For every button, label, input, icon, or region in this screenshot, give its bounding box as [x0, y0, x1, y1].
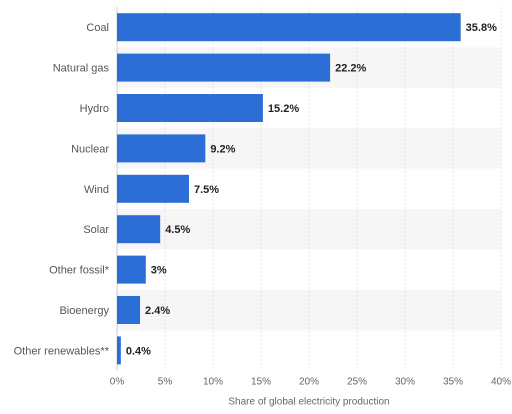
value-label: 15.2%: [268, 103, 299, 115]
x-tick-labels: 0% 5% 10% 15% 20% 25% 30% 35% 40%: [110, 377, 511, 388]
x-tick-label: 15%: [251, 377, 271, 388]
value-label: 4.5%: [165, 224, 190, 236]
value-label: 22.2%: [335, 63, 366, 75]
category-label: Solar: [83, 224, 109, 236]
bar[interactable]: [117, 13, 461, 42]
bar[interactable]: [117, 174, 189, 203]
x-tick-label: 5%: [158, 377, 173, 388]
bar[interactable]: [117, 255, 146, 284]
category-label: Other fossil*: [49, 265, 110, 277]
value-label: 7.5%: [194, 184, 219, 196]
x-tick-label: 25%: [347, 377, 367, 388]
x-tick-label: 30%: [395, 377, 415, 388]
value-label: 2.4%: [145, 305, 170, 317]
value-label: 9.2%: [210, 143, 235, 155]
category-label: Hydro: [80, 103, 109, 115]
bar[interactable]: [117, 134, 206, 163]
bar[interactable]: [117, 94, 263, 122]
bars: [117, 13, 461, 365]
bar[interactable]: [117, 53, 331, 82]
x-tick-label: 40%: [491, 377, 511, 388]
category-labels: Coal Natural gas Hydro Nuclear Wind Solar Othe…: [14, 22, 110, 357]
category-label: Coal: [86, 22, 109, 34]
category-label: Nuclear: [71, 143, 109, 155]
value-label: 3%: [151, 265, 167, 277]
bar[interactable]: [117, 336, 121, 365]
x-tick-label: 35%: [443, 377, 463, 388]
bar[interactable]: [117, 215, 161, 244]
category-label: Natural gas: [53, 63, 110, 75]
category-label: Wind: [84, 184, 109, 196]
category-label: Other renewables**: [14, 345, 110, 357]
x-axis-title: Share of global electricity production: [228, 397, 389, 408]
value-label: 0.4%: [126, 345, 151, 357]
value-labels: 35.8% 22.2% 15.2% 9.2% 7.5% 4.5% 3% 2.4% 0.4%: [126, 22, 497, 357]
bar[interactable]: [117, 296, 141, 324]
x-tick-label: 10%: [203, 377, 223, 388]
x-tick-label: 20%: [299, 377, 319, 388]
value-label: 35.8%: [466, 22, 497, 34]
x-tick-label: 0%: [110, 377, 125, 388]
category-label: Bioenergy: [59, 305, 109, 317]
